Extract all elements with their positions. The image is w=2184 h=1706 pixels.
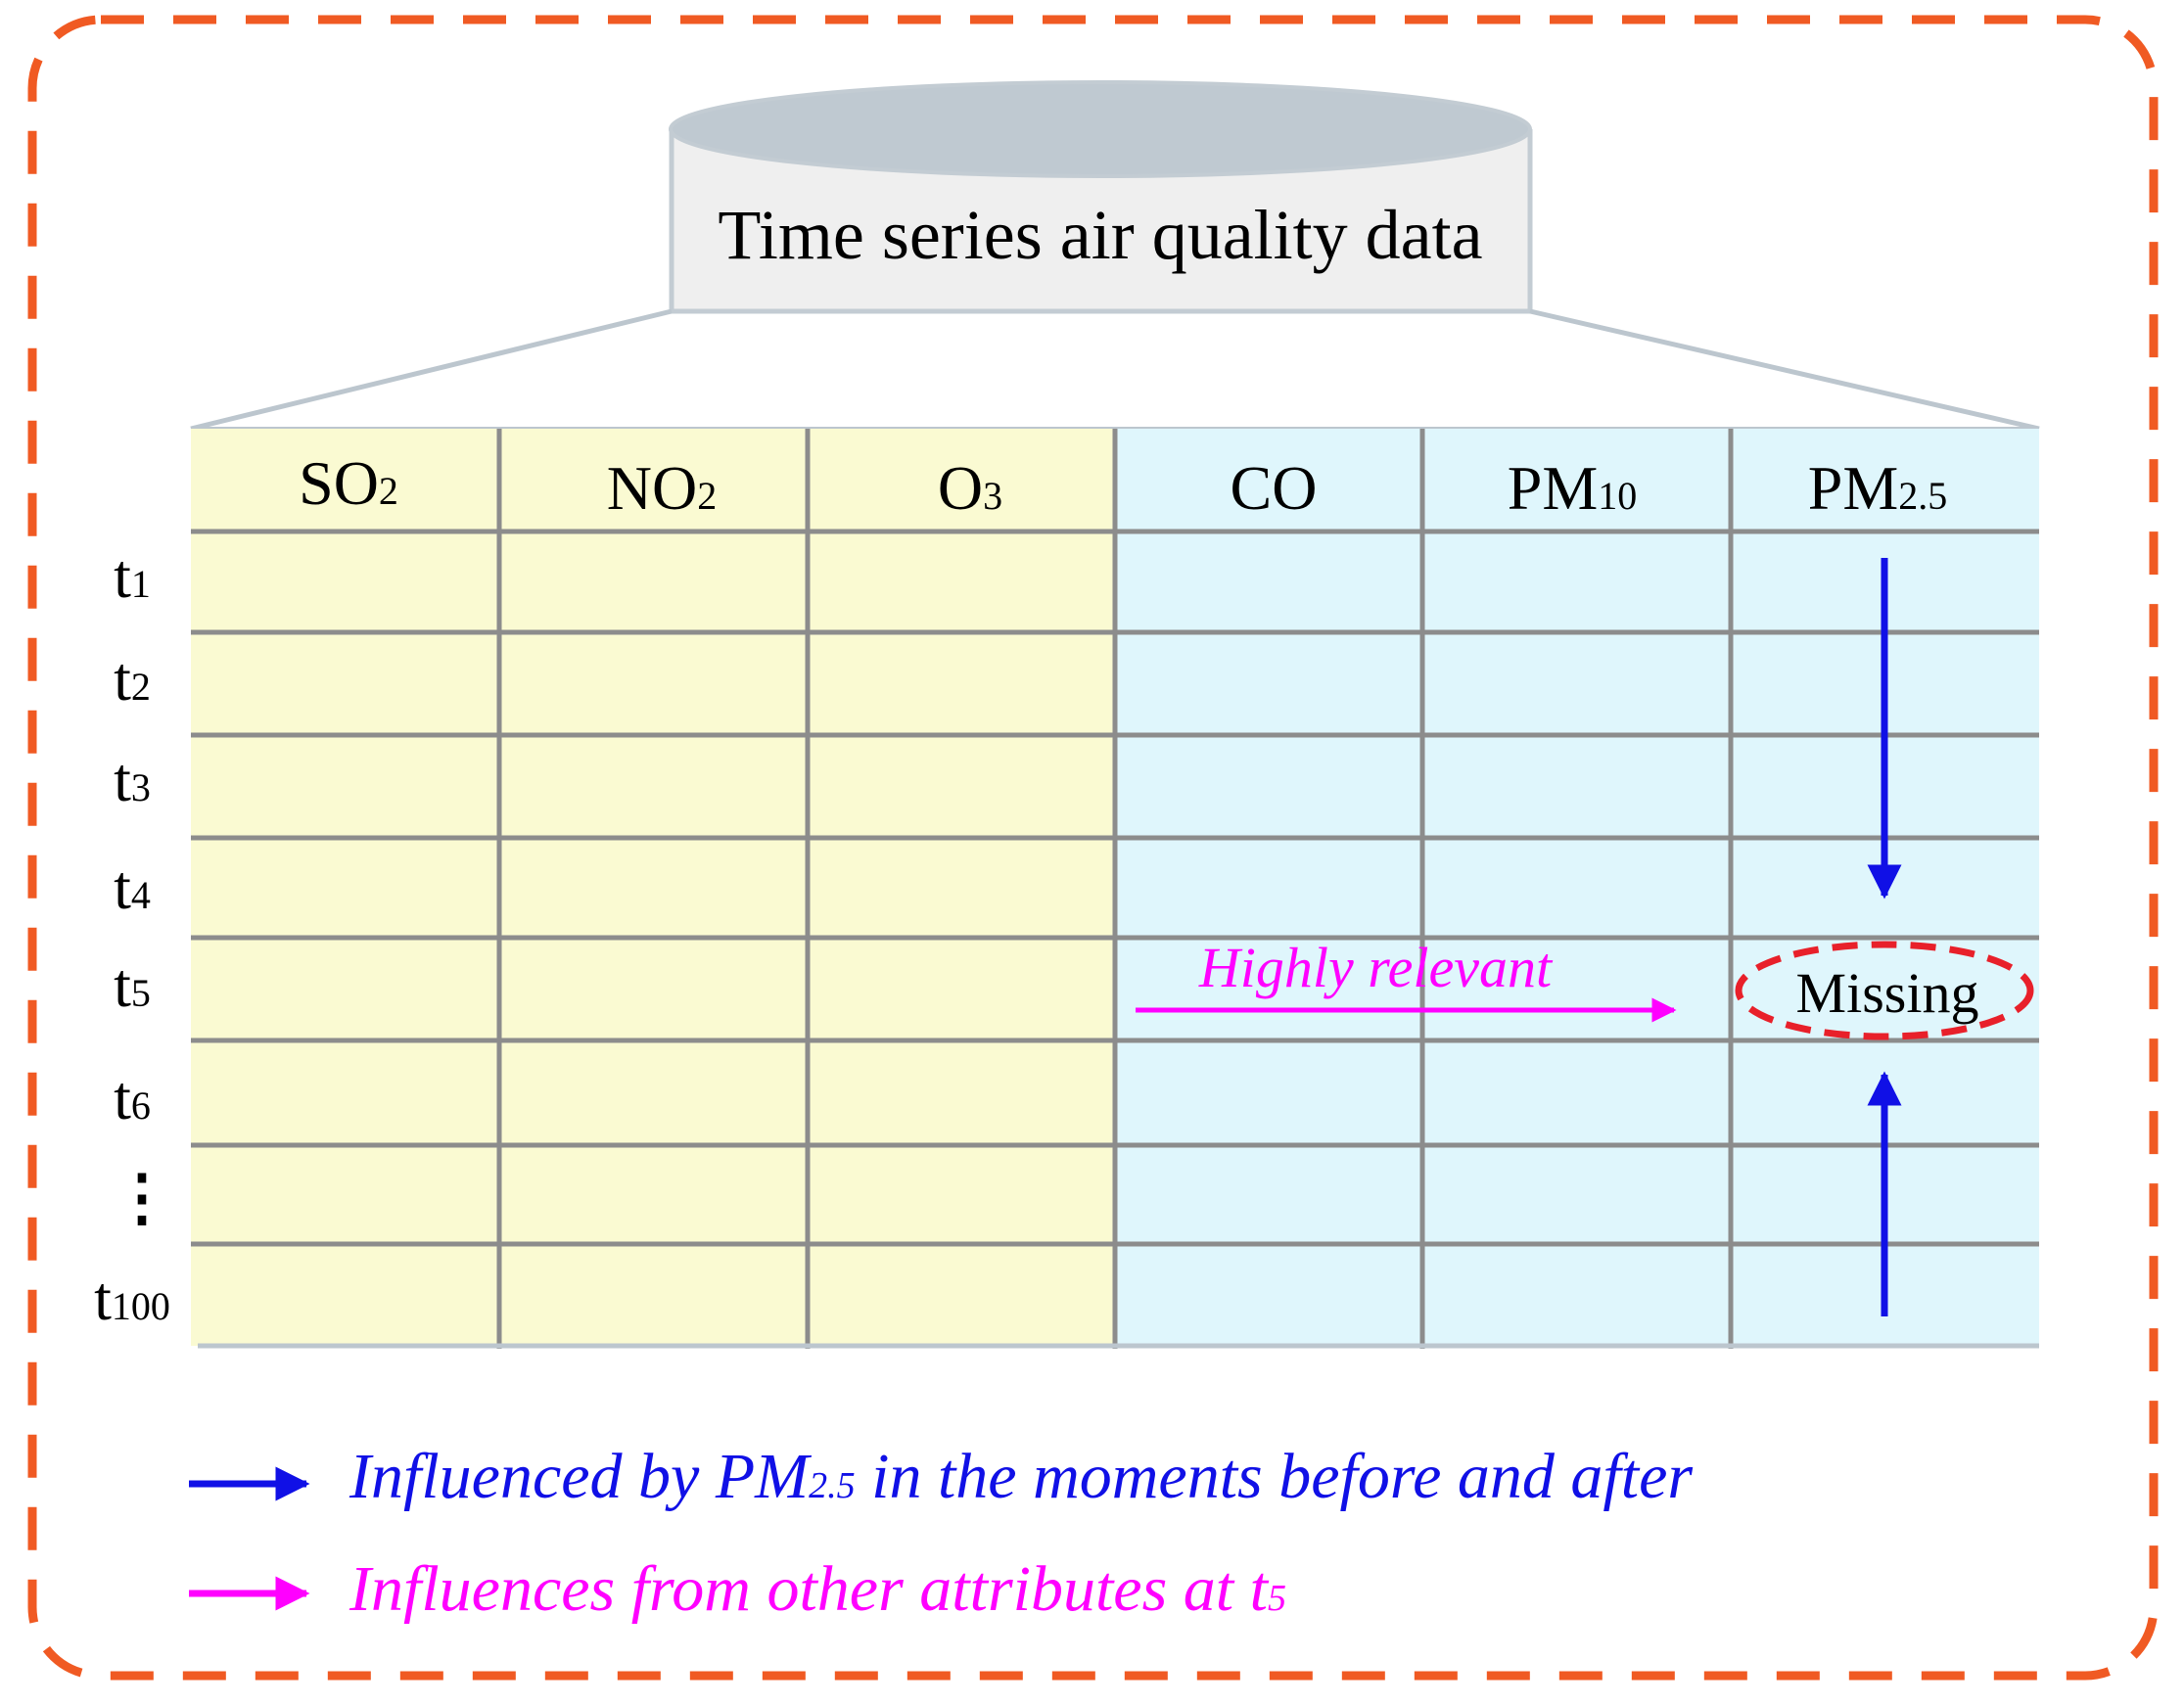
column-headers: SO2 NO2 O3 CO PM10 PM2.5 — [299, 448, 1947, 523]
row-label-t4: t4 — [114, 853, 151, 922]
row-label-ellipsis: ⋮ — [111, 1163, 173, 1232]
row-label-t5: t5 — [114, 950, 151, 1020]
funnel-line-right — [1529, 308, 2040, 432]
database-label: Time series air quality data — [718, 196, 1482, 274]
missing-ring — [1735, 941, 2034, 1040]
pollutant-group-right — [1115, 429, 2039, 1346]
column-header-pm10: PM10 — [1508, 453, 1638, 523]
column-header-pm25: PM2.5 — [1808, 453, 1948, 523]
pollutant-group-left — [191, 429, 1115, 1346]
funnel-line-left — [190, 308, 673, 432]
row-label-t100: t100 — [94, 1264, 170, 1333]
row-label-t3: t3 — [114, 745, 151, 814]
legend-temporal-text: Influenced by PM2.5 in the moments befor… — [349, 1441, 1693, 1512]
cylinder-top — [669, 80, 1532, 178]
column-header-o3: O3 — [938, 453, 1002, 523]
row-labels: t1 t2 t3 t4 t5 t6 ⋮ t100 — [94, 541, 173, 1333]
column-header-so2: SO2 — [299, 448, 398, 518]
row-label-t2: t2 — [114, 644, 151, 714]
missing-label: Missing — [1796, 961, 1979, 1025]
outer-dashed-frame — [27, 15, 2159, 1681]
row-label-t6: t6 — [114, 1063, 151, 1132]
cylinder-body — [669, 129, 1533, 314]
column-header-co: CO — [1231, 453, 1318, 523]
relevance-label: Highly relevant — [1198, 936, 1554, 999]
column-header-no2: NO2 — [607, 453, 717, 523]
row-label-t1: t1 — [114, 541, 151, 611]
legend: Influenced by PM2.5 in the moments befor… — [189, 1441, 1693, 1625]
database-cylinder: Time series air quality data — [669, 80, 1533, 314]
table-grid — [191, 429, 2039, 1349]
legend-attribute-text: Influences from other attributes at t5 — [349, 1553, 1286, 1625]
